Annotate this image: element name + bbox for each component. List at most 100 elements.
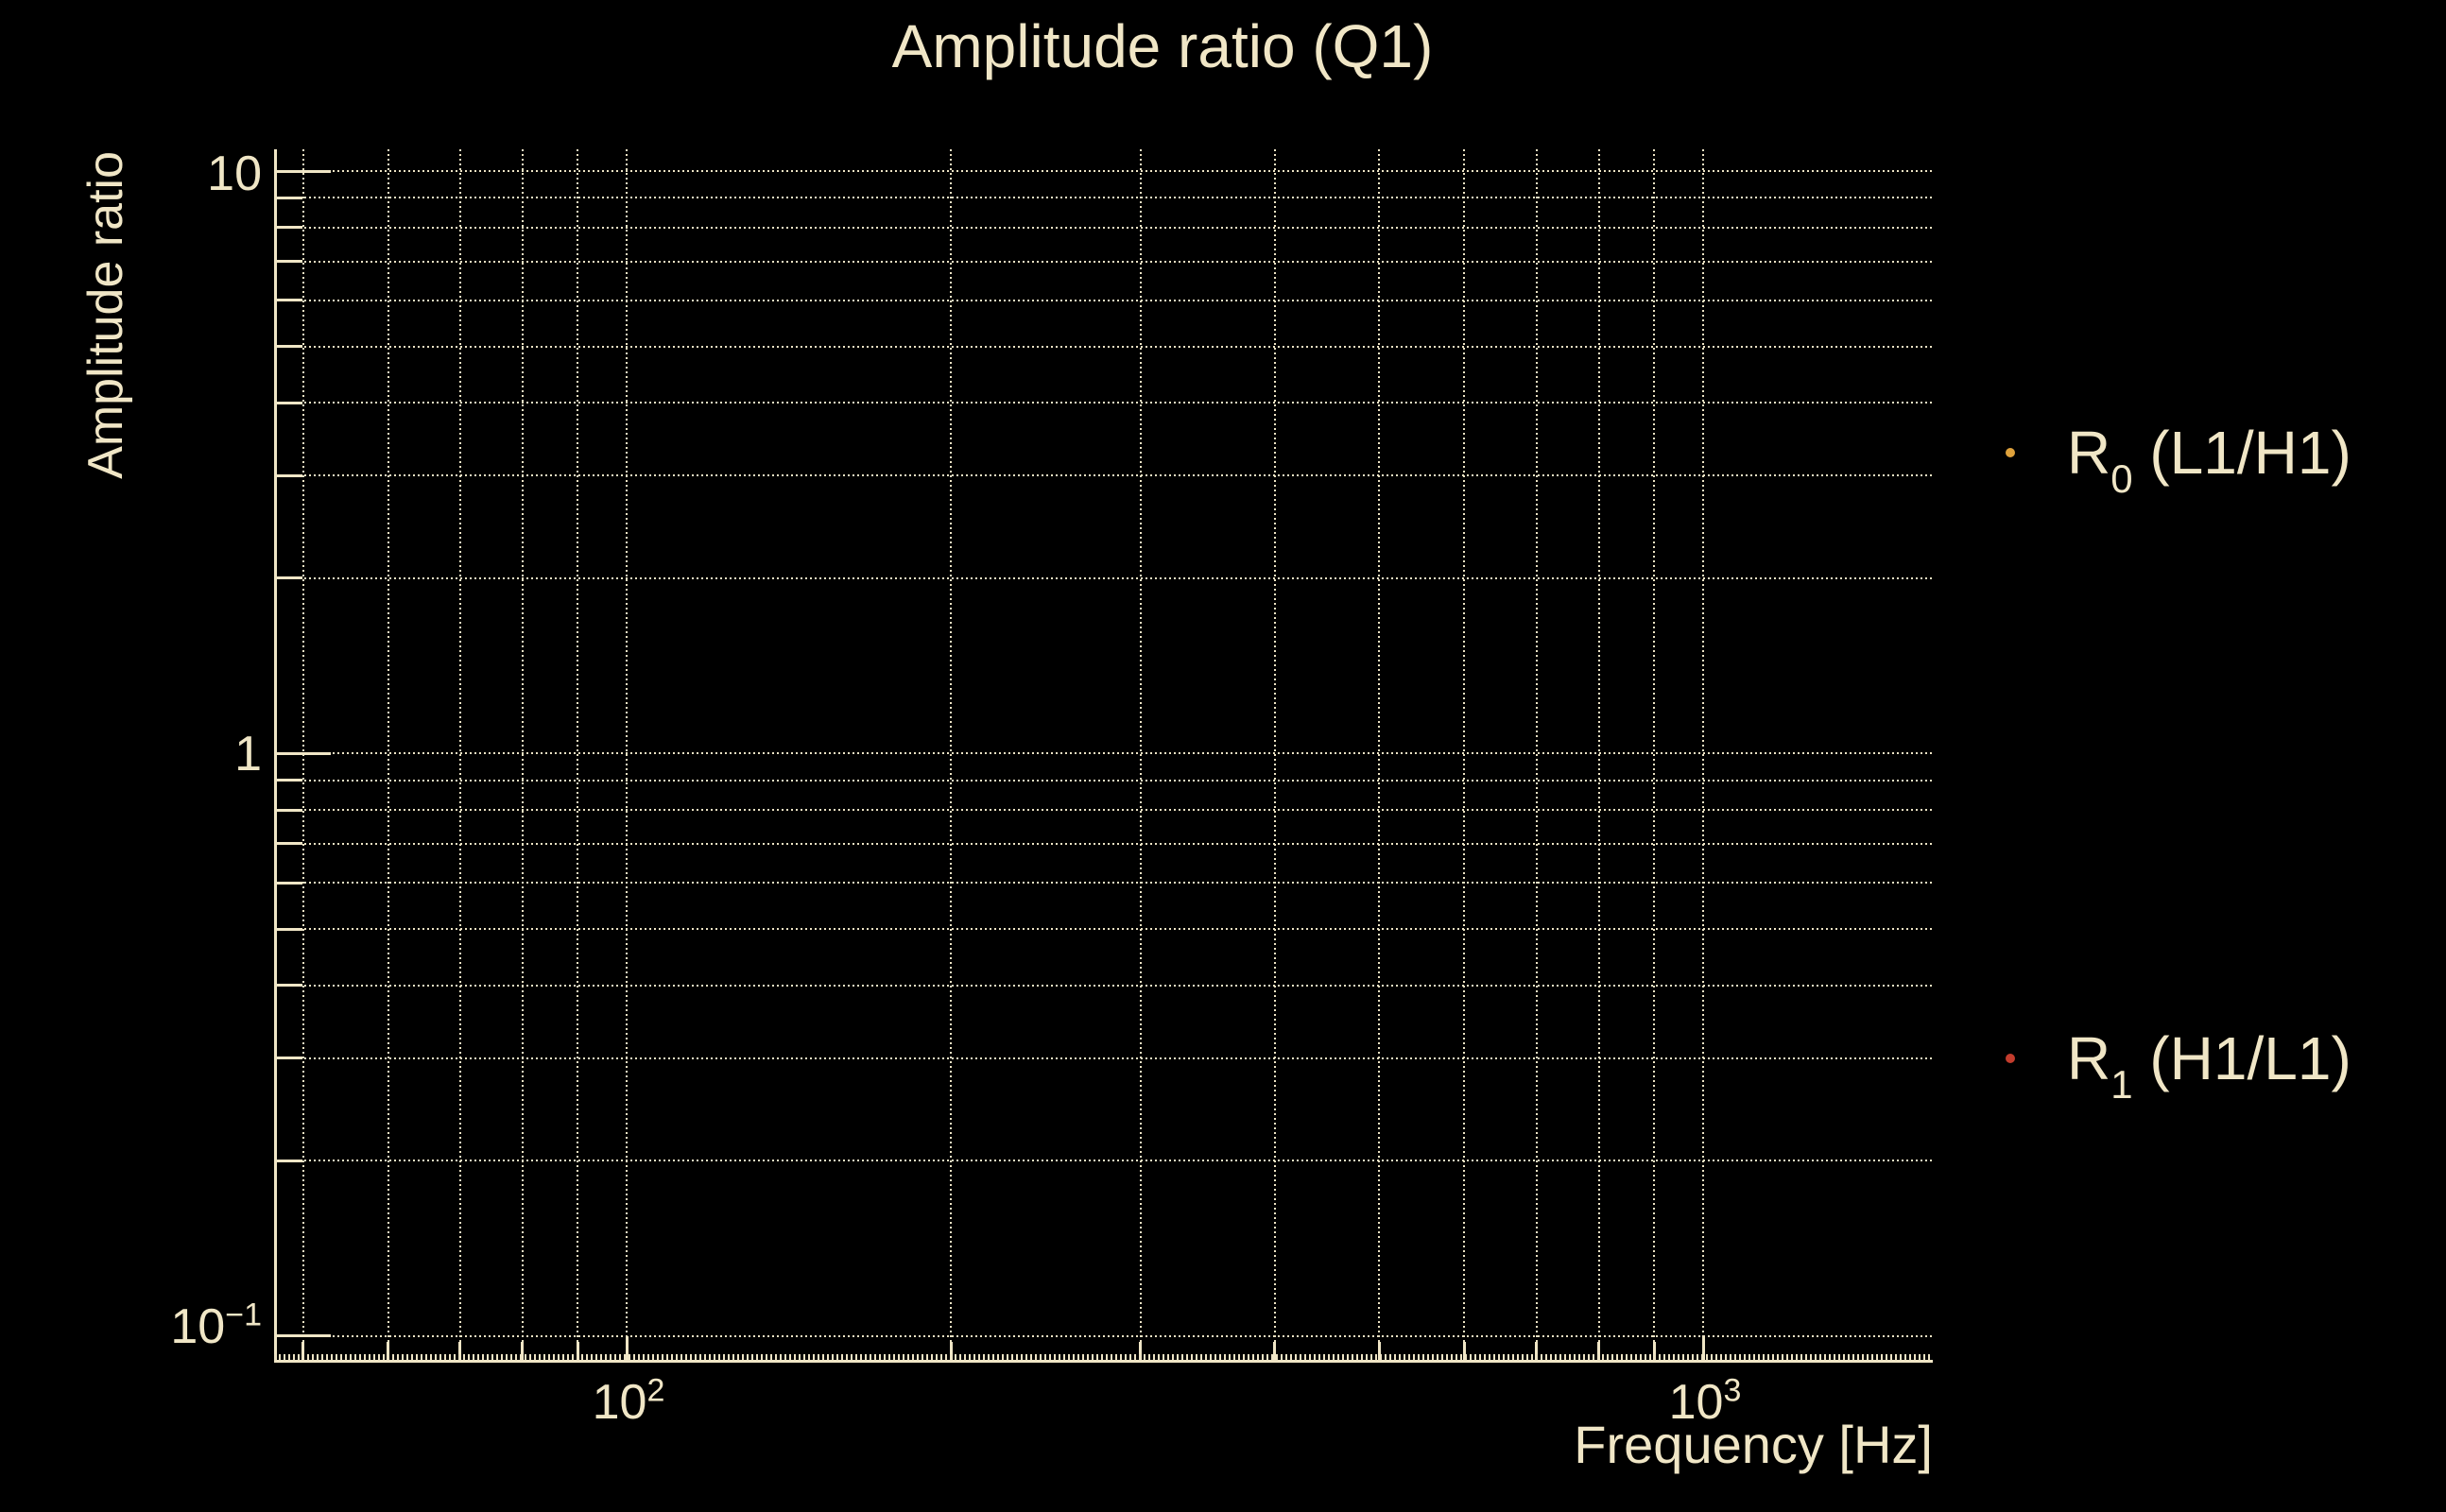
y-tickmark-minor: [276, 808, 302, 812]
y-gridline-minor: [276, 345, 1933, 348]
y-tickmark-minor: [276, 779, 302, 782]
x-gridline-minor: [950, 149, 953, 1361]
x-tickmark-minor: [1597, 1342, 1601, 1361]
x-tick-100-base: 10: [592, 1375, 647, 1430]
y-tickmark-minor: [276, 1159, 302, 1162]
x-gridline-major: [1702, 149, 1705, 1361]
y-gridline-minor: [276, 576, 1933, 579]
x-tickmark-major: [1701, 1336, 1705, 1361]
x-tick-1000-exp: 3: [1723, 1372, 1742, 1409]
y-tickmark-minor: [276, 196, 302, 199]
y-gridline-major: [276, 1334, 1933, 1337]
x-gridline-minor: [1378, 149, 1381, 1361]
legend-marker-dot-r0: [2006, 448, 2015, 457]
x-tickmark-minor: [387, 1342, 390, 1361]
x-gridline-minor: [1463, 149, 1466, 1361]
plot-area: [274, 149, 1933, 1363]
y-tickmark-minor: [276, 576, 302, 580]
y-tickmark-minor: [276, 927, 302, 931]
y-gridline-minor: [276, 474, 1933, 477]
y-tickmark-major: [276, 751, 331, 755]
x-gridline-minor: [521, 149, 524, 1361]
x-tickmark-minor: [1462, 1342, 1466, 1361]
y-tickmark-minor: [276, 473, 302, 477]
x-gridline-minor: [458, 149, 461, 1361]
y-gridline-minor: [276, 260, 1933, 263]
x-tickmark-minor: [1652, 1342, 1656, 1361]
y-tick-label-1: 1: [234, 730, 262, 779]
y-tickmark-minor: [276, 984, 302, 988]
y-tick-0p1-exp: −1: [225, 1297, 262, 1333]
y-gridline-major: [276, 170, 1933, 173]
y-tickmark-minor: [276, 345, 302, 349]
x-tick-label-1000: 103: [1668, 1375, 1742, 1430]
bottom-spine: [274, 1360, 1933, 1363]
x-tickmark-minor: [1273, 1342, 1277, 1361]
x-gridline-minor: [1597, 149, 1600, 1361]
y-tickmark-minor: [276, 881, 302, 885]
legend-label-r0: R0 (L1/H1): [2067, 422, 2351, 498]
x-gridline-minor: [577, 149, 579, 1361]
y-tickmark-major: [276, 1334, 331, 1338]
y-gridline-major: [276, 752, 1933, 755]
x-tickmark-minor: [1535, 1342, 1539, 1361]
y-tickmark-major: [276, 169, 331, 173]
y-gridline-minor: [276, 984, 1933, 987]
y-gridline-minor: [276, 402, 1933, 404]
y-tickmark-minor: [276, 842, 302, 846]
y-tick-10-base: 10: [207, 146, 262, 201]
x-tickmark-minor: [949, 1342, 953, 1361]
y-gridline-minor: [276, 779, 1933, 782]
legend-label-r1: R1 (H1/L1): [2067, 1028, 2351, 1104]
x-tickmark-minor: [1139, 1342, 1143, 1361]
legend-entry-r0: R0 (L1/H1): [2006, 410, 2351, 498]
y-tick-0p1-base: 10: [170, 1299, 226, 1354]
x-gridline-major: [626, 149, 629, 1361]
x-tick-label-100: 102: [592, 1375, 665, 1430]
y-tick-1-base: 1: [234, 727, 262, 782]
legend-marker-dot-r1: [2006, 1054, 2015, 1063]
x-gridline-minor: [1273, 149, 1276, 1361]
legend-label-r0-main: R: [2067, 419, 2111, 487]
y-tickmark-minor: [276, 299, 302, 302]
x-axis-title: Frequency [Hz]: [1574, 1415, 1933, 1474]
y-gridline-minor: [276, 1160, 1933, 1162]
y-gridline-minor: [276, 809, 1933, 812]
y-tickmark-minor: [276, 401, 302, 404]
x-gridline-minor: [1535, 149, 1538, 1361]
y-tickmark-minor: [276, 260, 302, 264]
left-spine: [274, 149, 277, 1361]
x-gridline-minor: [1653, 149, 1656, 1361]
y-gridline-minor: [276, 1057, 1933, 1059]
grid-layer: [276, 149, 1933, 1361]
x-tickmark-minor: [1377, 1342, 1381, 1361]
legend-label-r1-rest: (H1/L1): [2132, 1024, 2351, 1092]
y-gridline-minor: [276, 299, 1933, 301]
y-gridline-minor: [276, 842, 1933, 845]
y-tickmark-minor: [276, 226, 302, 230]
x-gridline-minor: [1139, 149, 1142, 1361]
legend-entry-r1: R1 (H1/L1): [2006, 1016, 2351, 1104]
y-gridline-minor: [276, 197, 1933, 199]
y-tick-label-10: 10: [207, 149, 262, 198]
x-gridline-minor: [301, 149, 304, 1361]
x-tickmark-minor: [458, 1342, 462, 1361]
legend-label-r0-sub: 0: [2110, 455, 2133, 501]
y-gridline-minor: [276, 226, 1933, 229]
legend-label-r1-main: R: [2067, 1024, 2111, 1092]
legend-label-r1-sub: 1: [2110, 1061, 2133, 1107]
y-gridline-minor: [276, 882, 1933, 885]
x-gridline-minor: [387, 149, 389, 1361]
y-tick-label-0p1: 10−1: [170, 1299, 262, 1354]
x-tick-100-exp: 2: [646, 1372, 665, 1409]
y-tickmark-minor: [276, 1057, 302, 1060]
y-gridline-minor: [276, 928, 1933, 931]
y-axis-title: Amplitude ratio: [78, 151, 133, 479]
x-tickmark-minor: [301, 1342, 304, 1361]
x-tick-1000-base: 10: [1668, 1375, 1724, 1430]
chart-title: Amplitude ratio (Q1): [891, 12, 1434, 80]
bottom-spine-comb: [274, 1354, 1933, 1360]
x-tickmark-minor: [576, 1342, 579, 1361]
x-tickmark-major: [625, 1336, 629, 1361]
